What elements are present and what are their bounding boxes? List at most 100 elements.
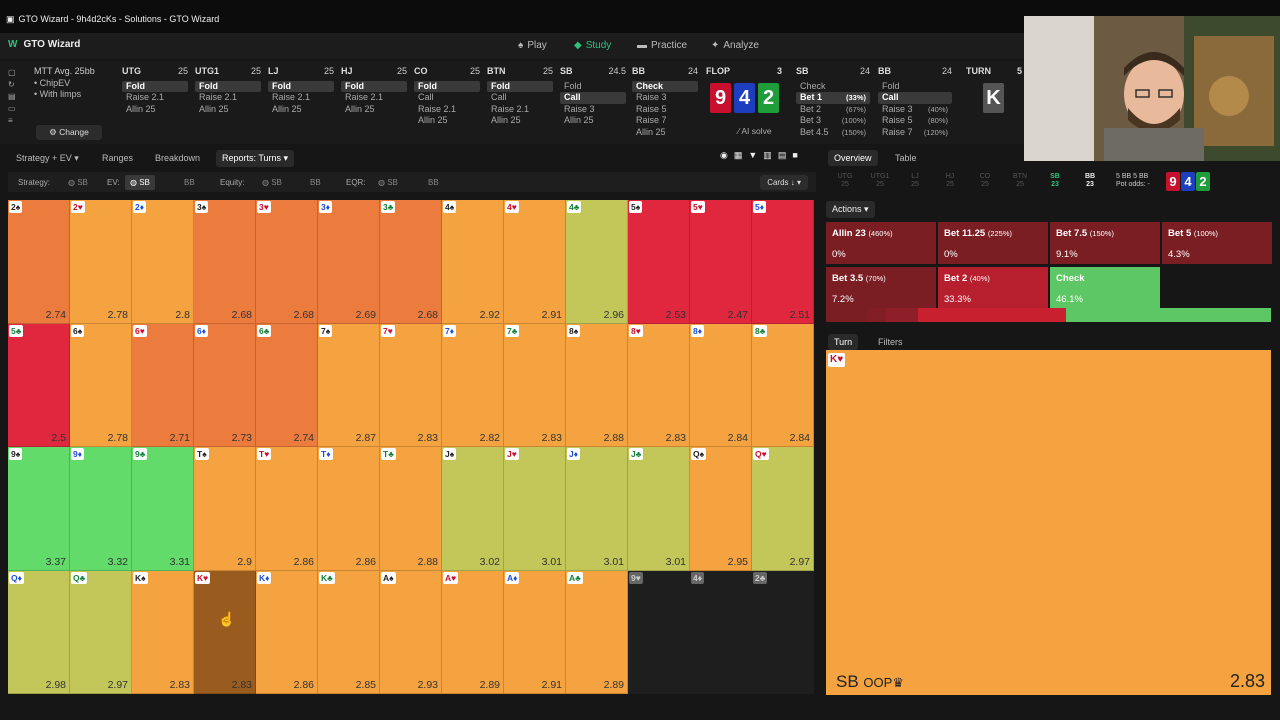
action-option[interactable]: Bet 4.5 (150%) [796,127,870,139]
action-option[interactable]: Allin 25 [272,103,302,114]
action-option[interactable]: Fold [122,80,188,92]
action-box[interactable]: Allin 23 (460%) 0% [826,222,936,264]
action-option[interactable]: Raise 2.1 [126,92,165,102]
strategy-sb-pill[interactable]: ◍ SB [68,178,88,187]
position-column-co[interactable]: CO 25 Fold Call Raise 2.1 Allin 25 [414,66,480,144]
turn-card-cell[interactable]: 2♦ 2.8 [132,200,194,324]
turn-card-cell[interactable]: 5♥ 2.47 [690,200,752,324]
grid-icon[interactable]: ▦ [733,150,749,160]
turn-card-cell[interactable]: 9♠ 3.37 [8,447,70,571]
turn-card-cell[interactable]: 7♦ 2.82 [442,323,504,447]
action-option[interactable]: Raise 7 [636,115,667,125]
position-column-hj[interactable]: HJ 25 Fold Raise 2.1 Allin 25 [341,66,407,144]
position-column-utg[interactable]: UTG 25 Fold Raise 2.1 Allin 25 [122,66,188,144]
action-option[interactable]: Call [418,92,434,102]
action-option[interactable]: Check [632,80,698,92]
action-box[interactable]: Bet 11.25 (225%) 0% [938,222,1048,264]
turn-card-cell[interactable]: J♠ 3.02 [442,447,504,571]
turn-card-cell[interactable]: 9♣ 3.31 [132,447,194,571]
turn-card-cell[interactable]: 5♦ 2.51 [752,200,814,324]
action-box[interactable]: Bet 2 (40%) 33.3% [938,267,1048,309]
turn-card-cell[interactable]: Q♠ 2.95 [690,447,752,571]
turn-box[interactable]: TURN 5 K [966,66,1022,113]
action-option[interactable]: Raise 2.1 [418,103,457,114]
strip-position[interactable]: LJ 25 [898,173,932,189]
turn-card-cell[interactable]: T♦ 2.86 [318,447,380,571]
action-option[interactable]: Allin 25 [418,115,448,125]
action-option[interactable]: Raise 2.1 [345,92,384,102]
turn-card-cell[interactable]: 8♠ 2.88 [566,323,628,447]
action-option[interactable]: Allin 25 [199,103,229,114]
turn-card-cell[interactable]: 4♣ 2.96 [566,200,628,324]
actions-dropdown[interactable]: Actions ▾ [826,201,875,218]
action-option[interactable]: Allin 25 [636,126,666,137]
tab-table[interactable]: Table [895,153,917,163]
flop-box[interactable]: FLOP 3 9 4 2 ⁄ AI solve [706,66,782,136]
action-option[interactable]: Raise 3 (40%) [878,104,952,116]
action-option[interactable]: Call [491,92,507,102]
action-option[interactable]: Raise 2.1 [199,92,238,102]
strip-position[interactable]: BB 23 [1073,173,1107,189]
turn-card-cell[interactable]: 9♦ 3.32 [70,447,132,571]
table-icon[interactable]: ▤ [777,150,793,160]
turn-card-cell[interactable]: 5♣ 2.5 [8,323,70,447]
action-option[interactable]: Allin 25 [491,115,521,125]
action-option[interactable]: Call [878,92,952,104]
turn-card-cell[interactable]: 4♥ 2.91 [504,200,566,324]
turn-card-cell[interactable]: T♠ 2.9 [194,447,256,571]
position-column-bb[interactable]: BB 24 Check Raise 3 Raise 5 Raise 7 Allin 25 [632,66,698,144]
strip-position[interactable]: CO 25 [968,173,1002,189]
action-box[interactable]: Bet 7.5 (150%) 9.1% [1050,222,1160,264]
brand[interactable]: W GTO Wizard [8,39,80,50]
turn-card-cell[interactable]: 2♥ 2.78 [70,200,132,324]
turn-card-cell[interactable]: Q♥ 2.97 [752,447,814,571]
filter-icon[interactable]: ▼ [748,150,764,160]
tab-breakdown[interactable]: Breakdown [155,153,201,163]
action-option[interactable]: Allin 25 [126,103,156,114]
nav-practice[interactable]: ▬ Practice [637,40,687,51]
nav-play[interactable]: ♠ Play [518,40,547,51]
turn-card-cell[interactable]: T♥ 2.86 [256,447,318,571]
folder-icon[interactable]: ▭ [8,104,16,113]
action-option[interactable]: Fold [564,80,582,91]
turn-card-cell[interactable]: 8♦ 2.84 [690,323,752,447]
action-option[interactable]: Bet 2 (67%) [796,104,870,116]
turn-card-cell[interactable]: 3♦ 2.69 [318,200,380,324]
strategy-ev-dropdown[interactable]: Strategy + EV ▾ [16,153,79,164]
eqr-sb-pill[interactable]: ◍ SB [378,178,398,187]
turn-card-cell[interactable]: J♣ 3.01 [628,447,690,571]
action-option[interactable]: Fold [341,80,407,92]
strip-position[interactable]: UTG1 25 [863,173,897,189]
action-option[interactable]: Fold [414,80,480,92]
action-option[interactable]: Raise 3 [636,92,667,102]
turn-card-cell[interactable]: 6♦ 2.73 [194,323,256,447]
refresh-icon[interactable]: ↻ [8,80,15,89]
action-option[interactable]: Call [560,92,626,104]
ev-sb-pill[interactable]: ◍ SB [125,175,155,190]
columns-icon[interactable]: ▥ [763,150,778,160]
action-box[interactable]: Bet 3.5 (70%) 7.2% [826,267,936,309]
position-column-utg1[interactable]: UTG1 25 Fold Raise 2.1 Allin 25 [195,66,261,144]
ai-solve-button[interactable]: ⁄ AI solve [738,126,772,136]
turn-card-cell[interactable]: A♠ 2.93 [380,570,442,694]
turn-card-cell[interactable]: 2♠ 2.74 [8,200,70,324]
turn-card-cell[interactable]: T♣ 2.88 [380,447,442,571]
tab-reports[interactable]: Reports: Turns ▾ [216,150,295,167]
turn-card-cell[interactable]: K♦ 2.86 [256,570,318,694]
turn-card-cell[interactable]: A♣ 2.89 [566,570,628,694]
turn-card-cell[interactable]: A♦ 2.91 [504,570,566,694]
action-option[interactable]: Fold [878,81,952,93]
action-option[interactable]: Raise 3 [564,103,595,114]
turn-card-cell[interactable]: 7♠ 2.87 [318,323,380,447]
turn-card-cell[interactable]: 8♥ 2.83 [628,323,690,447]
tab-ranges[interactable]: Ranges [102,153,134,163]
tab-filters[interactable]: Filters [878,337,903,347]
eye-icon[interactable]: ◉ [720,150,734,160]
turn-card-cell[interactable]: 6♥ 2.71 [132,323,194,447]
turn-card-cell[interactable]: Q♣ 2.97 [70,570,132,694]
list-icon[interactable]: ≡ [8,116,13,125]
turn-card-cell[interactable]: 3♥ 2.68 [256,200,318,324]
tab-turn[interactable]: Turn [828,334,859,350]
action-option[interactable]: Raise 7 (120%) [878,127,952,139]
action-option[interactable]: Raise 2.1 [272,92,311,102]
